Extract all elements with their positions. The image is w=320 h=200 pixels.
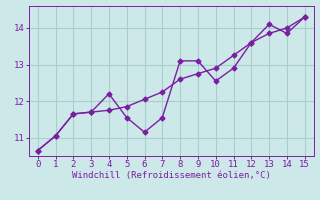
X-axis label: Windchill (Refroidissement éolien,°C): Windchill (Refroidissement éolien,°C)	[72, 171, 271, 180]
